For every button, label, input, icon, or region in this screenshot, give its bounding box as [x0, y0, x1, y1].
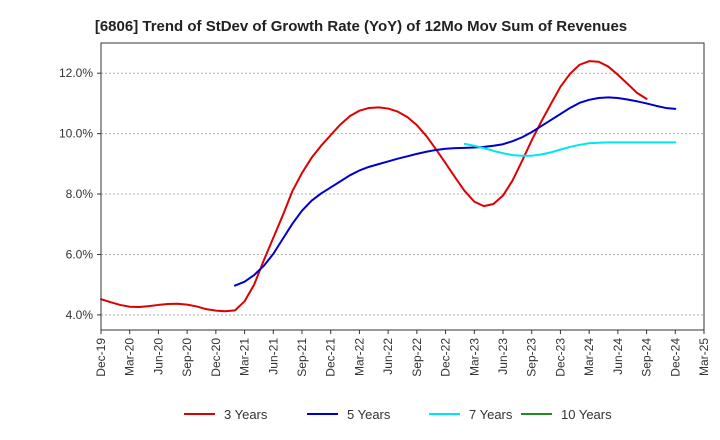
x-tick-label: Mar-23	[467, 338, 481, 376]
x-tick-label: Dec-19	[94, 338, 108, 377]
x-tick-label: Dec-21	[324, 338, 338, 377]
series-lines	[100, 60, 677, 313]
x-tick-label: Mar-20	[123, 338, 137, 376]
x-axis-ticks: Dec-19 Mar-20 Jun-20 Sep-20 Dec-20 Mar-21 Jun-…	[94, 330, 711, 377]
plot-area	[100, 42, 705, 331]
x-tick-label: Mar-22	[352, 338, 366, 376]
legend-label: 5 Years	[347, 407, 391, 422]
x-tick-label: Sep-21	[295, 338, 309, 377]
chart-title: [6806] Trend of StDev of Growth Rate (Yo…	[95, 18, 627, 35]
legend-label: 10 Years	[561, 407, 612, 422]
y-tick-label: 8.0%	[66, 187, 94, 201]
y-tick-label: 4.0%	[66, 308, 94, 322]
x-tick-label: Mar-24	[582, 338, 596, 376]
x-tick-label: Jun-24	[611, 338, 625, 375]
x-tick-label: Mar-21	[238, 338, 252, 376]
legend: 3 Years 5 Years 7 Years 10 Years	[184, 407, 612, 422]
x-tick-label: Dec-23	[553, 338, 567, 377]
x-tick-label: Jun-22	[381, 338, 395, 375]
x-tick-label: Dec-20	[209, 338, 223, 377]
x-tick-label: Jun-21	[266, 338, 280, 375]
legend-label: 3 Years	[224, 407, 268, 422]
x-tick-label: Dec-22	[439, 338, 453, 377]
y-tick-label: 10.0%	[59, 127, 93, 141]
y-tick-label: 12.0%	[59, 66, 93, 80]
y-axis-ticks: 4.0% 6.0% 8.0% 10.0% 12.0%	[59, 66, 101, 322]
legend-label: 7 Years	[469, 407, 513, 422]
x-tick-label: Sep-23	[525, 338, 539, 377]
x-tick-label: Dec-24	[668, 338, 682, 377]
x-tick-label: Sep-22	[410, 338, 424, 377]
series-line-5-years	[234, 96, 677, 287]
x-tick-label: Jun-20	[151, 338, 165, 375]
x-tick-label: Mar-25	[697, 338, 711, 376]
x-tick-label: Jun-23	[496, 338, 510, 375]
series-line-7-years	[463, 141, 677, 157]
grid-lines	[101, 72, 704, 316]
x-tick-label: Sep-24	[640, 338, 654, 377]
series-line-3-years	[100, 60, 648, 313]
x-tick-label: Sep-20	[180, 338, 194, 377]
y-tick-label: 6.0%	[66, 247, 94, 261]
